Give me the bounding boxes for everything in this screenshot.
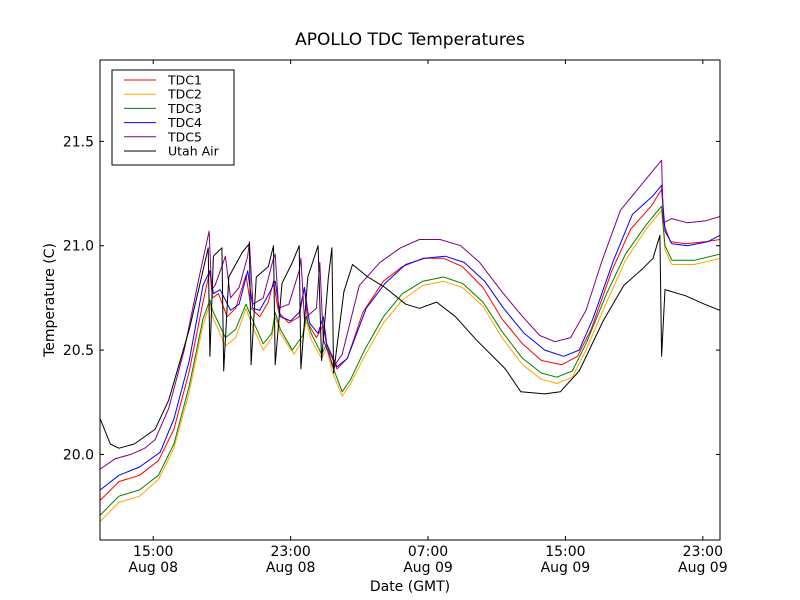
- x-tick-label-time: 15:00: [133, 544, 173, 560]
- legend-item: Utah Air: [124, 144, 220, 159]
- x-tick-label-time: 07:00: [408, 544, 448, 560]
- x-tick-label-date: Aug 09: [678, 560, 728, 576]
- series-line-tdc1: [100, 188, 720, 501]
- x-tick-label-time: 23:00: [683, 544, 723, 560]
- legend-label: TDC3: [167, 101, 202, 116]
- series-line-utah-air: [100, 234, 720, 449]
- y-tick-label: 21.5: [63, 134, 94, 150]
- legend-item: TDC3: [124, 101, 202, 116]
- series-line-tdc4: [100, 184, 720, 491]
- legend-label: TDC4: [167, 115, 202, 130]
- x-tick-label-time: 15:00: [545, 544, 585, 560]
- legend-item: TDC1: [124, 73, 202, 88]
- y-tick-label: 21.0: [63, 239, 94, 255]
- y-tick-label: 20.5: [63, 343, 94, 359]
- legend-box: [111, 69, 235, 166]
- legend-item: TDC2: [124, 87, 202, 102]
- legend-label: TDC2: [167, 87, 202, 102]
- x-tick-label-date: Aug 08: [128, 560, 178, 576]
- legend-label: Utah Air: [168, 144, 220, 159]
- y-axis-label: Temperature (C): [42, 243, 58, 358]
- series-line-tdc5: [100, 159, 720, 470]
- legend-label: TDC5: [167, 129, 202, 144]
- chart-title: APOLLO TDC Temperatures: [295, 30, 525, 50]
- x-tick-label-time: 23:00: [270, 544, 310, 560]
- plot-frame: [99, 59, 721, 541]
- x-tick-label-date: Aug 08: [266, 560, 316, 576]
- legend-label: TDC1: [167, 73, 202, 88]
- x-tick-label-date: Aug 09: [541, 560, 591, 576]
- series-layer: [100, 159, 720, 522]
- x-axis-label: Date (GMT): [370, 579, 450, 595]
- legend-item: TDC5: [124, 129, 202, 144]
- x-tick-label-date: Aug 09: [403, 560, 453, 576]
- y-axis: 20.0 20.5 21.0 21.5: [63, 134, 720, 463]
- legend-item: TDC4: [124, 115, 202, 130]
- y-tick-label: 20.0: [63, 447, 94, 463]
